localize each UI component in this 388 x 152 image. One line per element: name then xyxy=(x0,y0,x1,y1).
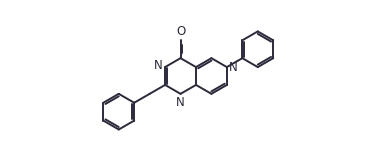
Text: N: N xyxy=(229,61,238,74)
Text: O: O xyxy=(176,25,185,38)
Text: N: N xyxy=(154,59,163,72)
Text: N: N xyxy=(176,96,185,109)
